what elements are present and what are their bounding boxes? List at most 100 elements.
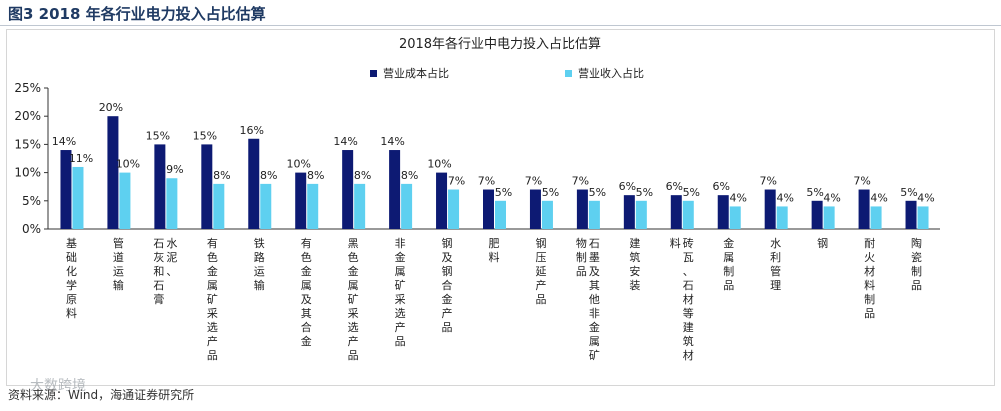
data-label-revenue: 4% [776,191,793,204]
bar-cost [905,200,917,229]
data-label-revenue: 5% [589,186,606,199]
bar-revenue [119,172,131,229]
data-label-cost: 7% [478,175,495,188]
x-category-label: 料 [670,236,681,250]
legend-label-cost: 营业成本占比 [383,66,449,80]
data-label-revenue: 8% [401,169,418,182]
data-label-revenue: 4% [917,191,934,204]
x-category-label: 石灰和石膏 [153,237,164,306]
bar-cost [717,195,729,229]
x-category-label: 黑色金属矿采选产品 [348,237,359,362]
x-category-label: 金属制品 [723,236,734,292]
bar-revenue [166,178,178,229]
x-category-label: 水泥、 [166,237,177,278]
bar-cost [295,172,307,229]
x-category-label: 肥料 [489,237,500,264]
data-label-revenue: 7% [448,175,465,188]
bar-revenue [635,200,647,229]
bar-revenue [448,189,460,229]
data-label-revenue: 5% [542,186,559,199]
bar-revenue [495,200,506,229]
bar-cost [576,189,588,229]
bar-cost [436,172,448,229]
x-category-label: 有色金属及其合金 [301,236,312,348]
bar-revenue [588,200,600,229]
data-label-revenue: 9% [166,163,183,176]
title-divider [0,25,1001,26]
x-category-label: 建筑安装 [629,236,640,292]
data-label-cost: 10% [286,158,310,171]
data-label-cost: 15% [146,129,170,142]
bar-cost [858,189,870,229]
data-label-revenue: 5% [495,186,512,199]
bar-revenue [917,206,929,229]
bar-revenue [72,166,84,229]
bar-revenue [260,183,272,229]
axes: 0% 5% 10% 15% 20% 25% [14,81,940,236]
bar-revenue [823,206,835,229]
bar-cost [670,195,682,229]
bar-cost [764,189,776,229]
x-category-label: 物制品 [576,236,587,278]
data-label-cost: 6% [713,180,730,193]
x-category-label: 管道运输 [113,236,124,292]
data-label-cost: 7% [853,175,870,188]
data-label-cost: 20% [99,101,123,114]
x-category-label: 非金属矿采选产品 [395,237,406,348]
data-label-revenue: 8% [260,169,277,182]
data-label-revenue: 4% [870,191,887,204]
x-category-label: 水利管理 [770,237,781,292]
bar-revenue [776,206,788,229]
data-label-revenue: 8% [354,169,371,182]
x-category-label: 耐火材料制品 [864,237,875,320]
x-category-label: 钢及钢合金产品 [442,237,453,334]
bar-revenue [729,206,741,229]
data-label-revenue: 11% [69,152,93,165]
x-category-label: 石墨及其他非金属矿 [589,237,600,362]
y-tick-label: 0% [22,222,41,236]
legend: 营业成本占比 营业收入占比 [370,66,644,80]
data-label-cost: 14% [52,135,76,148]
y-tick-label: 20% [14,109,41,123]
data-label-cost: 7% [759,175,776,188]
data-label-cost: 7% [572,175,589,188]
data-label-cost: 7% [525,175,542,188]
data-label-cost: 14% [333,135,357,148]
bar-cost [154,144,166,229]
x-category-label: 砖瓦、石材等建筑材 [683,236,694,362]
legend-swatch-revenue [565,70,572,77]
bar-revenue [541,200,553,229]
figure-title: 图3 2018 年各行业电力投入占比估算 [8,5,266,23]
x-category-label: 有色金属矿采选产品 [207,236,218,362]
y-tick-label: 10% [14,166,41,180]
data-label-revenue: 5% [636,186,653,199]
bar-revenue [401,183,413,229]
bar-revenue [870,206,882,229]
bar-cost [342,150,354,229]
legend-swatch-cost [370,70,377,77]
data-label-cost: 6% [619,180,636,193]
data-label-revenue: 5% [683,186,700,199]
bar-revenue [213,183,225,229]
data-label-cost: 15% [193,129,217,142]
data-label-cost: 5% [806,186,823,199]
data-label-revenue: 4% [730,191,747,204]
x-category-label: 陶瓷制品 [911,236,922,292]
data-label-cost: 5% [900,186,917,199]
data-label-cost: 14% [380,135,404,148]
source-note: 资料来源：Wind，海通证券研究所 [8,388,195,402]
x-category-label: 钢 [817,237,828,250]
data-label-cost: 16% [240,124,264,137]
y-tick-label: 15% [14,137,41,151]
bar-revenue [307,183,319,229]
bar-cost [248,138,260,229]
x-category-label: 铁路运输 [254,237,265,292]
data-label-revenue: 8% [307,169,324,182]
bar-revenue [354,183,366,229]
bars [60,116,929,229]
data-label-revenue: 10% [116,158,140,171]
bar-revenue [682,200,694,229]
data-labels: 14%11%20%10%15%9%15%8%16%8%10%8%14%8%14%… [52,101,935,204]
x-axis-labels: 基础化学原料 管道运输 水泥、石灰和石膏 有色金属矿采选产品 铁路运输 有色金属及其合金 黑… [66,236,922,362]
